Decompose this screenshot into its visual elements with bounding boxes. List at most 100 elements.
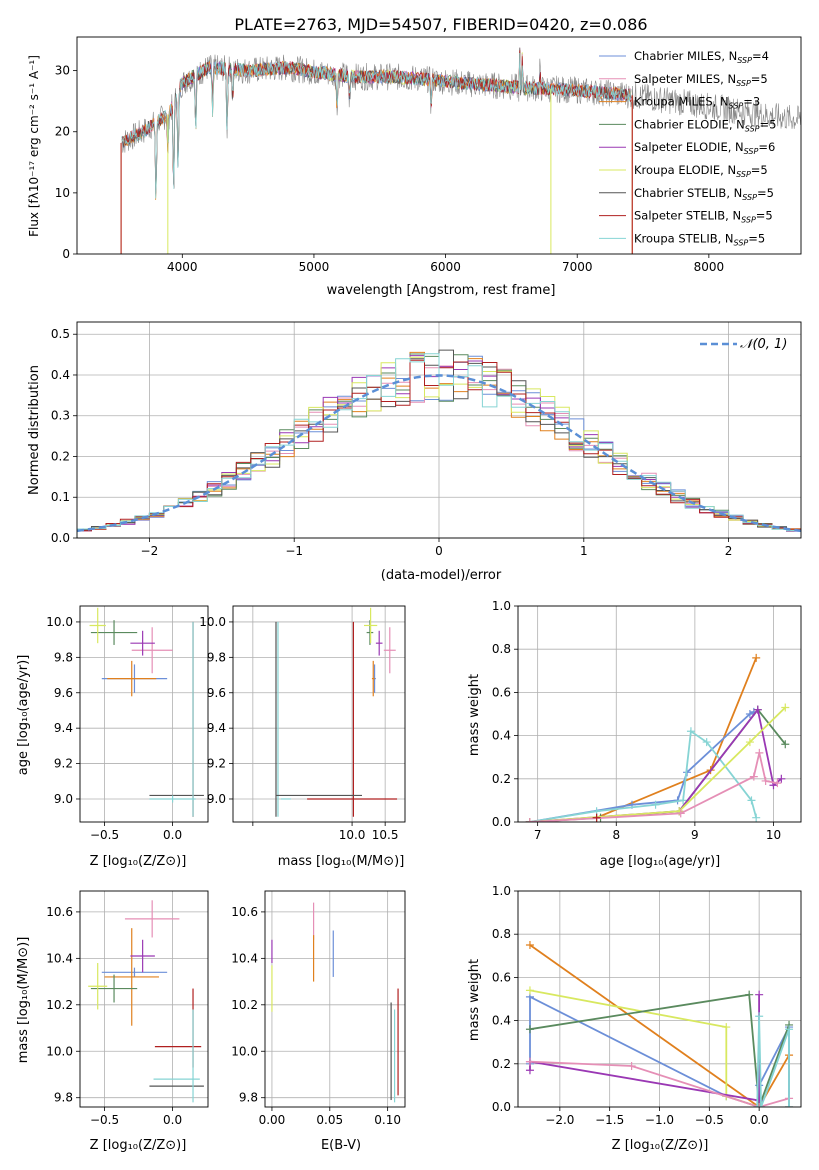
axis: 7 8 9 10 0.0 0.2 0.4 0.6 0.8 1.0: [492, 599, 781, 842]
y-tick-label: 9.8: [54, 1091, 73, 1105]
y-tick-label: 9.8: [207, 650, 226, 664]
series: [525, 941, 794, 1107]
residual-ylabel: Normed distribution: [27, 365, 42, 495]
weight-marker: [752, 653, 761, 662]
x-tick-label: −1.0: [645, 1113, 674, 1127]
gauss-legend-label: 𝒩(0, 1): [740, 337, 787, 352]
y-tick-label: 10.2: [231, 998, 258, 1012]
axis: 4000 5000 6000 7000 8000 0 10 20 30: [55, 64, 724, 274]
axis: −2.0 −1.5 −1.0 −0.5 0.0 0.0 0.2 0.4 0.6 0.8 1.0: [492, 884, 769, 1127]
y-tick-label: 1.0: [492, 884, 511, 898]
y-tick-label: 0.6: [492, 970, 511, 984]
axes-frame: [79, 605, 209, 823]
weight-marker: [525, 1025, 534, 1034]
points: [89, 607, 204, 817]
weight-marker: [785, 1025, 794, 1034]
weight-marker: [757, 1103, 766, 1107]
weight-marker: [753, 705, 762, 714]
y-tick-label: 0.2: [492, 1057, 511, 1071]
weight-marker: [627, 1061, 636, 1070]
x-tick-label: 1: [580, 544, 588, 558]
grid: [265, 891, 405, 1107]
weight-age-ylabel: mass weight: [467, 674, 482, 756]
legend-entry: Salpeter MILES, NSSP=5: [634, 72, 768, 88]
y-tick-label: 0.6: [492, 685, 511, 699]
y-tick-label: 30: [55, 64, 70, 78]
legend-entry: Kroupa ELODIE, NSSP=5: [634, 163, 768, 179]
x-tick-label: 10: [766, 828, 781, 842]
weight-line: [529, 752, 778, 822]
x-tick-label: 8000: [694, 260, 725, 274]
y-tick-label: 10.0: [46, 1044, 73, 1058]
weight-marker: [525, 986, 534, 995]
axes-frame: [79, 890, 209, 1108]
weight-marker: [755, 1012, 764, 1021]
figure-title: PLATE=2763, MJD=54507, FIBERID=0420, z=0…: [234, 15, 647, 34]
weight-marker: [755, 748, 764, 757]
y-tick-label: 0.5: [51, 327, 70, 341]
y-tick-label: 9.4: [207, 721, 226, 735]
legend-entry: Kroupa STELIB, NSSP=5: [634, 231, 765, 247]
weight-line: [529, 706, 786, 822]
y-tick-label: 10.4: [231, 951, 258, 965]
axis: −0.5 0.0 9.0 9.2 9.4 9.6 9.8 10.0: [46, 615, 182, 842]
y-tick-label: 0.4: [51, 368, 70, 382]
model-line-9: [121, 52, 632, 199]
weight-marker: [651, 800, 660, 809]
weight-marker: [592, 813, 601, 822]
weight-marker: [676, 809, 685, 818]
age-z-panel: −0.5 0.0 9.0 9.2 9.4 9.6 9.8 10.0 Z [log₁₀(Z/Z⊙…: [16, 605, 209, 869]
y-tick-label: 9.8: [239, 1091, 258, 1105]
y-tick-label: 9.0: [54, 792, 73, 806]
y-tick-label: 9.2: [207, 757, 226, 771]
x-tick-label: −1.5: [595, 1113, 624, 1127]
series: [525, 653, 790, 822]
weight-marker: [525, 1066, 534, 1075]
x-tick-label: 7000: [562, 260, 593, 274]
spectrum-ylabel: Flux [fλ10⁻¹⁷ erg cm⁻² s⁻¹ A⁻¹]: [27, 55, 41, 237]
weight-marker: [755, 1103, 764, 1107]
y-tick-label: 10.0: [199, 615, 226, 629]
residual-xlabel: (data-model)/error: [381, 568, 502, 583]
age-mass-xlabel: mass [log₁₀(M/M⊙)]: [278, 854, 405, 869]
weight-marker: [702, 738, 711, 747]
y-tick-label: 10.4: [46, 951, 73, 965]
mass-z-panel: −0.5 0.0 9.8 10.0 10.2 10.4 10.6 Z [log₁₀(Z/Z⊙…: [16, 890, 209, 1153]
x-tick-label: 2: [725, 544, 733, 558]
weight-marker: [752, 813, 761, 822]
spectrum-xlabel: wavelength [Angstrom, rest frame]: [327, 283, 556, 298]
weight-age-panel: 7 8 9 10 0.0 0.2 0.4 0.6 0.8 1.0 age [log₁₀(age/y…: [467, 599, 802, 869]
points: [275, 607, 398, 817]
y-tick-label: 0.8: [492, 927, 511, 941]
y-tick-label: 0.2: [492, 772, 511, 786]
weight-marker: [773, 779, 782, 788]
age-z-ylabel: age [log₁₀(age/yr)]: [16, 655, 31, 776]
axes-frame: [76, 36, 802, 255]
y-tick-label: 0.4: [492, 729, 511, 743]
x-tick-label: 4000: [167, 260, 198, 274]
y-tick-label: 10: [55, 186, 70, 200]
y-tick-label: 0.0: [51, 531, 70, 545]
weight-marker: [755, 990, 764, 999]
y-tick-label: 0.8: [492, 642, 511, 656]
weight-line: [529, 1060, 790, 1107]
weight-marker: [722, 1023, 731, 1032]
spectrum-legend: Chabrier MILES, NSSP=4 Salpeter MILES, NS…: [599, 49, 776, 247]
weight-marker: [777, 774, 786, 783]
y-tick-label: 10.0: [231, 1044, 258, 1058]
x-tick-label: 8: [612, 828, 620, 842]
y-tick-label: 9.6: [54, 686, 73, 700]
legend-entry: Chabrier ELODIE, NSSP=5: [634, 117, 776, 133]
legend-entry: Salpeter ELODIE, NSSP=6: [634, 140, 775, 156]
x-tick-label: −1: [285, 544, 303, 558]
mass-ebv-xlabel: E(B-V): [321, 1138, 361, 1153]
y-tick-label: 20: [55, 125, 70, 139]
y-tick-label: 9.4: [54, 721, 73, 735]
weight-marker: [745, 990, 754, 999]
x-tick-label: 10.0: [339, 828, 366, 842]
weight-marker: [525, 941, 534, 949]
legend-entry: Chabrier STELIB, NSSP=5: [634, 186, 774, 202]
y-tick-label: 0.3: [51, 409, 70, 423]
x-tick-label: 0.00: [259, 1113, 286, 1127]
